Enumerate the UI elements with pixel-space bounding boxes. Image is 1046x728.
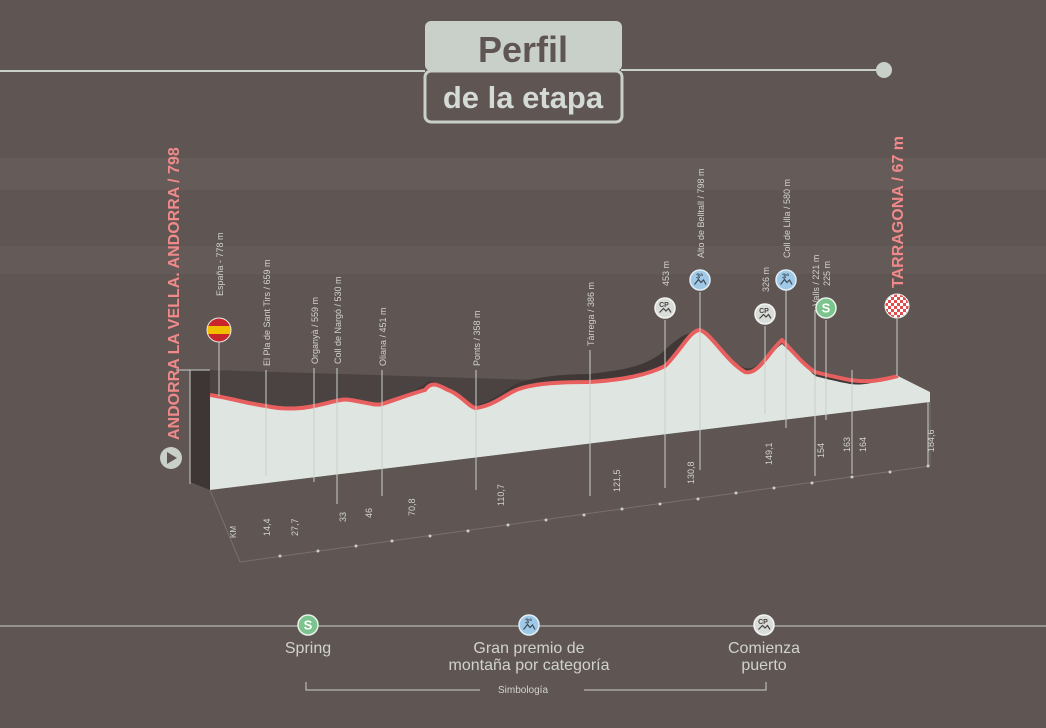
waypoint-label: Coll de Lilla / 580 m bbox=[782, 179, 792, 258]
title-rule-dot bbox=[876, 62, 892, 78]
waypoint: Oliana / 451 m 46 bbox=[364, 307, 388, 518]
waypoint: Alto de Belltall / 798 m 130,8 3ª bbox=[686, 168, 711, 484]
climb-start-icon: CP bbox=[654, 297, 676, 319]
waypoint: Coll de Lilla / 580 m 149,1 3ª bbox=[764, 179, 797, 465]
legend-label: Gran premio de bbox=[473, 640, 584, 657]
waypoint-km-label: 121,5 bbox=[612, 469, 622, 492]
svg-text:CP: CP bbox=[659, 302, 669, 309]
waypoint-label: España - 778 m bbox=[215, 232, 225, 296]
legend-label: montaña por categoría bbox=[449, 657, 610, 674]
waypoint-km-label: 110,7 bbox=[496, 484, 506, 506]
mountain-category-3-icon: 3ª bbox=[689, 269, 711, 291]
waypoint: 225 m 163 S bbox=[815, 261, 852, 452]
mountain-category-3-icon: 3ª bbox=[775, 269, 797, 291]
waypoints: España - 778 m El Pla de Sant Tirs / 659 … bbox=[215, 168, 936, 536]
checkered-flag-icon bbox=[884, 293, 910, 319]
waypoint-km-label: 33 bbox=[338, 512, 348, 522]
svg-text:3ª: 3ª bbox=[525, 617, 532, 626]
waypoint: 453 m 121,5 CP bbox=[612, 261, 676, 492]
waypoint-km-label: 70,8 bbox=[407, 498, 417, 516]
title-box bbox=[425, 21, 622, 71]
waypoint-label: 225 m bbox=[822, 261, 832, 286]
waypoint-label: Oliana / 451 m bbox=[378, 307, 388, 366]
legend-label: Spring bbox=[285, 640, 331, 657]
title-line1: Perfil bbox=[478, 29, 568, 70]
waypoint-km-label: 46 bbox=[364, 508, 374, 518]
waypoint: Ponts / 358 m 70,8 bbox=[407, 310, 482, 516]
svg-text:S: S bbox=[304, 618, 313, 633]
legend-bracket bbox=[305, 682, 767, 691]
waypoint: El Pla de Sant Tirs / 659 m 14,4 bbox=[262, 259, 272, 536]
sprint-icon: S bbox=[297, 614, 319, 636]
waypoint-km-label: 130,8 bbox=[686, 461, 696, 484]
sprint-icon: S bbox=[815, 297, 837, 319]
spain-flag-icon bbox=[206, 317, 232, 343]
waypoint: 326 m CP bbox=[754, 267, 776, 414]
waypoint-label: Ponts / 358 m bbox=[472, 310, 482, 366]
waypoint-label: El Pla de Sant Tirs / 659 m bbox=[262, 259, 272, 366]
finish-label: TARRAGONA / 67 m bbox=[890, 136, 907, 288]
mountain-category-3-icon: 3ª bbox=[518, 614, 540, 636]
waypoint-km-label: 164 bbox=[858, 437, 868, 452]
waypoint-label: Alto de Belltall / 798 m bbox=[696, 168, 706, 258]
play-icon bbox=[160, 447, 182, 469]
legend-label: puerto bbox=[741, 657, 786, 674]
waypoint-km-label: 163 bbox=[842, 437, 852, 452]
waypoint-label: Valls / 221 m bbox=[811, 255, 821, 306]
climb-start-icon: CP bbox=[753, 614, 775, 636]
waypoint-km-label: 184,6 bbox=[926, 429, 936, 452]
title-line2: de la etapa bbox=[443, 80, 604, 115]
svg-text:CP: CP bbox=[758, 619, 768, 626]
legend-item: S Spring bbox=[285, 614, 331, 657]
start-label: ANDORRA LA VELLA. ANDORRA / 798 bbox=[166, 147, 183, 440]
waypoint-label: Tàrrega / 386 m bbox=[586, 282, 596, 346]
waypoint-label: 453 m bbox=[661, 261, 671, 286]
legend-label: Comienza bbox=[728, 640, 800, 657]
background-band bbox=[0, 158, 1046, 190]
profile-line bbox=[209, 328, 899, 411]
waypoint: 184,6 bbox=[926, 402, 936, 466]
svg-text:CP: CP bbox=[759, 308, 769, 315]
waypoint-km-label: 154 bbox=[816, 443, 826, 458]
legend-caption: Simbología bbox=[498, 685, 548, 696]
waypoint: Tàrrega / 386 m 110,7 bbox=[496, 282, 596, 506]
waypoint: Coll de Nargó / 530 m 33 bbox=[333, 276, 348, 522]
km-floor-dots bbox=[278, 464, 930, 558]
waypoint: 164 bbox=[851, 370, 868, 474]
profile-fill bbox=[210, 330, 930, 490]
waypoint: España - 778 m bbox=[215, 232, 225, 296]
subtitle-box bbox=[423, 69, 624, 124]
waypoint-label: Organyà / 559 m bbox=[310, 297, 320, 364]
waypoint-km-label: 14,4 bbox=[262, 518, 272, 536]
svg-text:S: S bbox=[822, 301, 831, 316]
background-band bbox=[0, 246, 1046, 274]
waypoint: Organyà / 559 m 27,7 bbox=[290, 297, 320, 536]
profile-left-wall bbox=[190, 370, 210, 490]
climb-start-icon: CP bbox=[754, 303, 776, 325]
svg-text:3ª: 3ª bbox=[696, 272, 703, 281]
waypoint: Valls / 221 m 154 bbox=[811, 255, 826, 476]
svg-text:3ª: 3ª bbox=[782, 272, 789, 281]
waypoint-label: Coll de Nargó / 530 m bbox=[333, 276, 343, 364]
waypoint-km-label: 27,7 bbox=[290, 518, 300, 536]
title-block: Perfil de la etapa bbox=[0, 21, 892, 124]
waypoint-km-label: 149,1 bbox=[764, 442, 774, 465]
waypoint-label: 326 m bbox=[761, 267, 771, 292]
km-axis-label: KM bbox=[229, 526, 238, 538]
